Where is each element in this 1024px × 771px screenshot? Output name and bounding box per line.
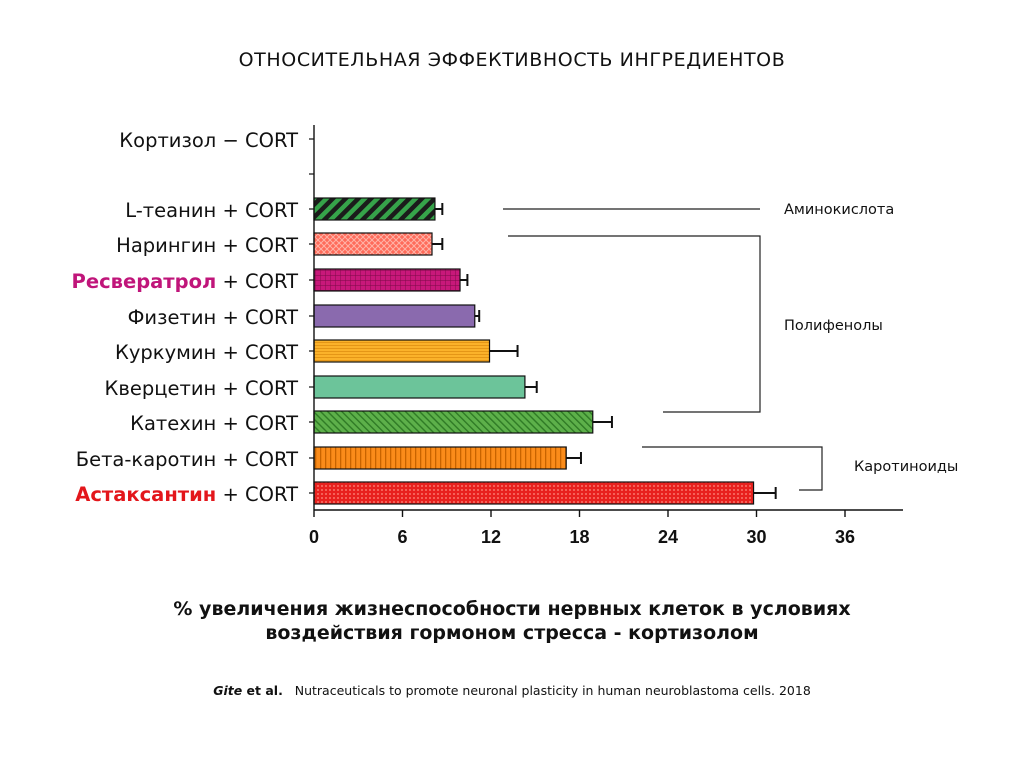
bar-5-label: Физетин + CORT: [128, 306, 298, 329]
bar-8-label: Катехин + CORT: [130, 412, 298, 435]
bar-8-error-bar: [592, 416, 613, 428]
bar-8-label-name: Катехин: [130, 412, 216, 435]
bar-4-error-bar: [460, 274, 469, 286]
bar-9-label: Бета-каротин + CORT: [76, 448, 298, 471]
bar-4-label-suffix: + CORT: [216, 270, 298, 293]
x-tick-label-6: 6: [397, 527, 407, 547]
bar-2-rect: [313, 197, 436, 221]
bar-4-rect: [313, 268, 461, 292]
bar-6-label-suffix: + CORT: [216, 341, 298, 364]
bar-2-label: L-теанин + CORT: [125, 199, 298, 222]
bar-9-label-name: Бета-каротин: [76, 448, 217, 471]
citation-author: Gite: [213, 683, 243, 698]
bar-1-label-suffix: − CORT: [216, 129, 298, 152]
x-tick-label-0: 0: [309, 527, 319, 547]
citation-text: Nutraceuticals to promote neuronal plast…: [282, 683, 811, 698]
bar-9-rect: [313, 446, 567, 470]
bar-5-label-name: Физетин: [128, 306, 217, 329]
bar-3-label-suffix: + CORT: [216, 234, 298, 257]
x-axis-label: % увеличения жизнеспособности нервных кл…: [0, 597, 1024, 645]
x-axis-label-line-1: % увеличения жизнеспособности нервных кл…: [173, 598, 851, 620]
group-2-bracket: [508, 235, 761, 413]
citation-etal: et al.: [242, 683, 283, 698]
bar-2-label-name: L-теанин: [125, 199, 216, 222]
bar-3-error-bar: [432, 238, 444, 250]
chart-title: ОТНОСИТЕЛЬНАЯ ЭФФЕКТИВНОСТЬ ИНГРЕДИЕНТОВ: [238, 49, 786, 71]
bar-5-label-suffix: + CORT: [216, 306, 298, 329]
bar-10-error-bar: [753, 487, 777, 499]
bar-9-error-bar: [566, 452, 582, 464]
bar-6-rect: [313, 339, 491, 363]
x-axis-label-line-2: воздействия гормоном стресса - кортизоло…: [265, 622, 759, 644]
bar-8-label-suffix: + CORT: [216, 412, 298, 435]
bar-5-error-bar: [474, 310, 481, 322]
x-tick-label-36: 36: [835, 527, 855, 547]
x-tick-label-24: 24: [658, 527, 678, 547]
x-tick-label-30: 30: [746, 527, 766, 547]
bar-1-label: Кортизол − CORT: [119, 129, 298, 152]
bar-7-label: Кверцетин + CORT: [104, 377, 298, 400]
citation: Gite et al. Nutraceuticals to promote ne…: [0, 683, 1024, 698]
bar-10-rect: [313, 481, 755, 505]
bar-2-label-suffix: + CORT: [216, 199, 298, 222]
bar-4-label: Ресвератрол + CORT: [72, 270, 299, 293]
bar-9-label-suffix: + CORT: [216, 448, 298, 471]
group-3-label: Каротиноиды: [854, 459, 958, 475]
bar-10-label-suffix: + CORT: [216, 483, 298, 506]
bar-5-rect: [313, 304, 476, 328]
bar-4-label-name: Ресвератрол: [72, 270, 217, 293]
x-tick-label-12: 12: [481, 527, 501, 547]
bar-10-label: Астаксантин + CORT: [75, 483, 298, 506]
bar-7-label-name: Кверцетин: [104, 377, 216, 400]
bar-7-rect: [313, 375, 526, 399]
bar-3-label-name: Нарингин: [116, 234, 216, 257]
bar-10-label-name: Астаксантин: [75, 483, 216, 506]
bar-8-rect: [313, 410, 594, 434]
x-tick-label-18: 18: [569, 527, 589, 547]
bar-3-rect: [313, 232, 433, 256]
bar-1-label-name: Кортизол: [119, 129, 216, 152]
bar-7-label-suffix: + CORT: [216, 377, 298, 400]
bar-3-label: Нарингин + CORT: [116, 234, 298, 257]
bar-6-error-bar: [489, 345, 519, 357]
group-3-bracket: [642, 446, 823, 491]
bar-2-error-bar: [434, 203, 444, 215]
bar-6-label-name: Куркумин: [115, 341, 216, 364]
group-1-label: Аминокислота: [784, 202, 894, 218]
bar-7-error-bar: [524, 381, 538, 393]
group-2-label: Полифенолы: [784, 318, 883, 334]
bar-6-label: Куркумин + CORT: [115, 341, 298, 364]
